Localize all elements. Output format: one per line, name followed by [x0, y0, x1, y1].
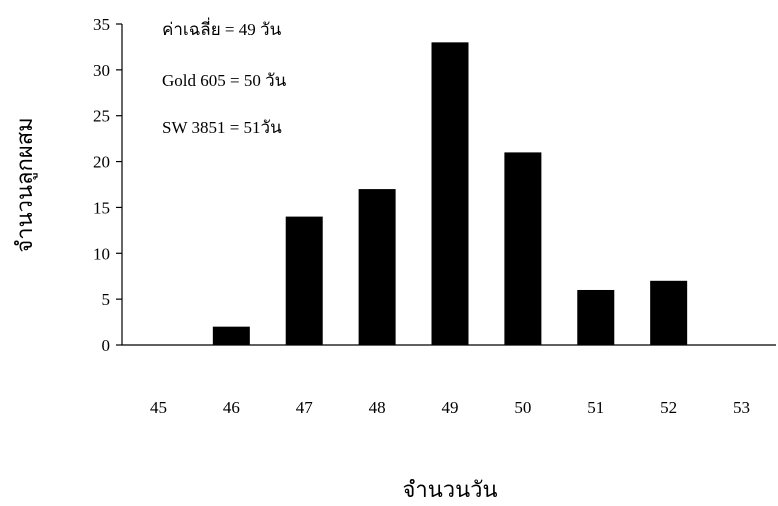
bar-50 [504, 152, 542, 345]
annotation-sw-3851: SW 3851 = 51วัน [162, 118, 282, 137]
x-axis: 45 46 47 48 49 50 51 52 53 [122, 344, 776, 417]
x-axis-title: จำนวนวัน [402, 477, 497, 502]
bars [212, 42, 688, 345]
x-tick-label: 50 [514, 398, 531, 417]
annotation-gold-605: Gold 605 = 50 วัน [162, 71, 287, 90]
x-tick-label: 52 [660, 398, 677, 417]
y-axis-title: จำนวนลูกผสม [12, 117, 38, 252]
y-tick-label: 0 [102, 336, 111, 355]
x-tick-label: 46 [223, 398, 240, 417]
x-tick-label: 49 [442, 398, 459, 417]
annotation-mean: ค่าเฉลี่ย = 49 วัน [162, 17, 282, 39]
y-tick-label: 30 [93, 61, 110, 80]
annotations: ค่าเฉลี่ย = 49 วัน Gold 605 = 50 วัน SW … [162, 17, 287, 137]
bar-48 [358, 189, 396, 345]
x-tick-label: 48 [369, 398, 386, 417]
y-tick-label: 25 [93, 107, 110, 126]
bar-51 [577, 289, 615, 345]
bar-46 [212, 326, 250, 345]
y-tick-label: 15 [93, 198, 110, 217]
x-tick-label: 53 [733, 398, 750, 417]
y-tick-label: 10 [93, 244, 110, 263]
y-axis: 0 5 10 15 20 25 30 35 [93, 15, 123, 355]
x-tick-label: 47 [296, 398, 314, 417]
x-tick-label: 51 [587, 398, 604, 417]
y-tick-label: 20 [93, 153, 110, 172]
x-ticks: 45 46 47 48 49 50 51 52 53 [150, 398, 750, 417]
bar-49 [431, 42, 469, 345]
y-tick-label: 35 [93, 15, 110, 34]
bar-47 [285, 216, 323, 345]
y-tick-label: 5 [102, 290, 111, 309]
y-ticks: 0 5 10 15 20 25 30 35 [93, 15, 122, 355]
bar-52 [650, 280, 688, 345]
x-tick-label: 45 [150, 398, 167, 417]
